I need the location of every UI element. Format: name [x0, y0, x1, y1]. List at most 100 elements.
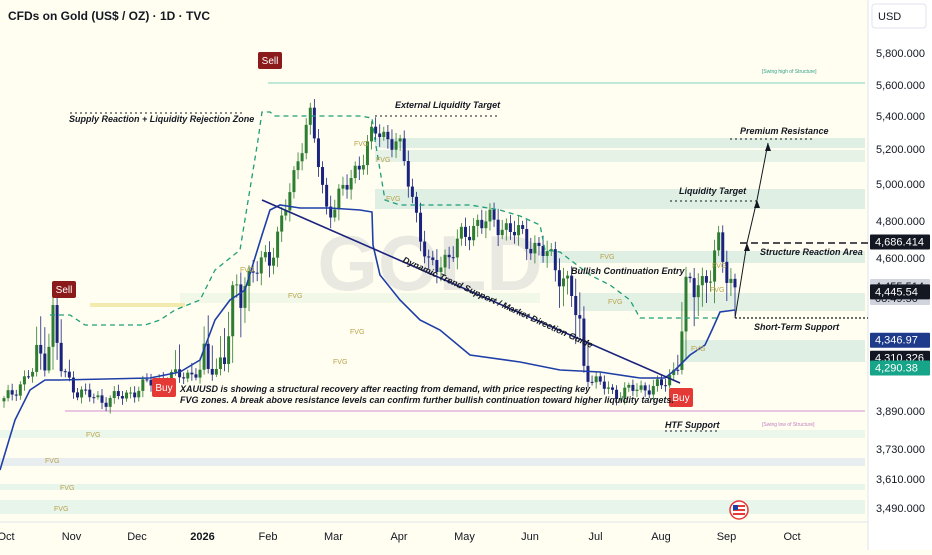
candle-body — [435, 260, 439, 273]
x-tick-label: May — [454, 531, 475, 543]
candle-body — [145, 379, 149, 381]
candle-body — [210, 368, 214, 375]
candle-body — [488, 209, 492, 222]
candle-body — [729, 278, 733, 283]
candle-body — [472, 225, 476, 241]
candle-body — [431, 257, 435, 261]
x-tick-label: Nov — [62, 531, 82, 543]
candle-body — [321, 167, 325, 185]
candle-body — [570, 275, 574, 297]
annotation-external-liquidity: External Liquidity Target — [395, 100, 501, 110]
candle-body — [2, 398, 6, 402]
candle-body — [394, 141, 398, 150]
candle-body — [447, 254, 451, 258]
candle-body — [586, 365, 590, 382]
zone-band — [680, 340, 865, 362]
candle-body — [602, 381, 606, 389]
candle-body — [476, 219, 480, 226]
candle-body — [300, 153, 304, 162]
price-tag-label: 4,686.414 — [875, 237, 924, 249]
candle-body — [639, 385, 643, 390]
fvg-label: FVG — [54, 506, 68, 513]
candle-body — [116, 391, 120, 397]
fvg-label: FVG — [712, 263, 726, 270]
candle-body — [582, 318, 586, 366]
y-tick-label: 3,730.000 — [876, 444, 925, 456]
candle-body — [598, 376, 602, 382]
candle-body — [696, 285, 700, 298]
candle-body — [390, 139, 394, 150]
candle-body — [676, 369, 680, 371]
candle-body — [133, 392, 137, 398]
fvg-label: FVG — [710, 287, 724, 294]
zone-band — [0, 500, 865, 514]
candle-body — [76, 392, 80, 398]
svg-text:Buy: Buy — [672, 393, 689, 404]
candle-body — [664, 385, 668, 387]
candle-body — [353, 165, 357, 179]
candle-body — [178, 369, 182, 378]
currency-button[interactable]: USD — [871, 3, 927, 29]
candle-body — [169, 372, 173, 383]
candle-body — [316, 138, 320, 168]
candle-body — [112, 391, 116, 398]
candle-body — [496, 219, 500, 236]
y-tick-label: 4,600.000 — [876, 253, 925, 265]
arrow-head — [744, 243, 750, 251]
candle-body — [688, 276, 692, 279]
candle-body — [14, 394, 18, 396]
annotation-swing-high: [Swing high of Structure] — [762, 69, 817, 75]
candle-body — [590, 381, 594, 383]
candle-body — [643, 385, 647, 391]
y-tick-label: 5,600.000 — [876, 80, 925, 92]
candle-body — [668, 375, 672, 386]
candle-body — [553, 249, 557, 271]
economic-event-flag-icon[interactable] — [729, 500, 749, 520]
candle-body — [463, 226, 467, 237]
zone-band — [180, 293, 540, 303]
candle-body — [243, 285, 247, 308]
candle-body — [423, 241, 427, 257]
watermark: GOLD — [317, 219, 542, 307]
candle-body — [692, 278, 696, 298]
candle-body — [149, 379, 153, 386]
buy-signal-badge: Buy — [152, 378, 176, 397]
candle-body — [239, 284, 243, 308]
candle-body — [227, 336, 231, 364]
candle-body — [357, 165, 361, 170]
candle-body — [517, 225, 521, 236]
x-tick-label: Dec — [127, 531, 147, 543]
price-tag — [870, 332, 930, 348]
svg-text:Sell: Sell — [262, 56, 279, 67]
candle-body — [386, 131, 390, 140]
candle-body — [235, 284, 239, 286]
candle-body — [27, 376, 31, 378]
candle-body — [635, 389, 639, 391]
candle-body — [451, 257, 455, 259]
candle-body — [280, 215, 284, 232]
candle-body — [263, 252, 267, 258]
candle-body — [713, 250, 717, 282]
x-tick-label: 2026 — [190, 531, 214, 543]
candle-body — [22, 376, 26, 385]
x-tick-label: Jul — [588, 531, 602, 543]
candle-body — [333, 209, 337, 218]
candle-body — [325, 184, 329, 207]
candle-body — [704, 276, 708, 283]
price-tag-label: 4,346.97 — [875, 335, 918, 347]
candle-body — [725, 261, 729, 283]
candle-body — [308, 107, 312, 125]
candle-body — [96, 395, 100, 398]
description-line-2: FVG zones. A break above resistance leve… — [180, 395, 674, 405]
projection-path — [734, 142, 769, 319]
candle-body — [533, 242, 537, 254]
candle-body — [92, 397, 96, 399]
candle-body — [141, 379, 145, 391]
candle-body — [63, 371, 67, 373]
candles — [2, 98, 737, 414]
price-tags: 4,686.4144,455.51408:49:504,445.544,346.… — [870, 234, 930, 376]
candle-body — [255, 272, 259, 274]
candle-body — [374, 126, 378, 134]
